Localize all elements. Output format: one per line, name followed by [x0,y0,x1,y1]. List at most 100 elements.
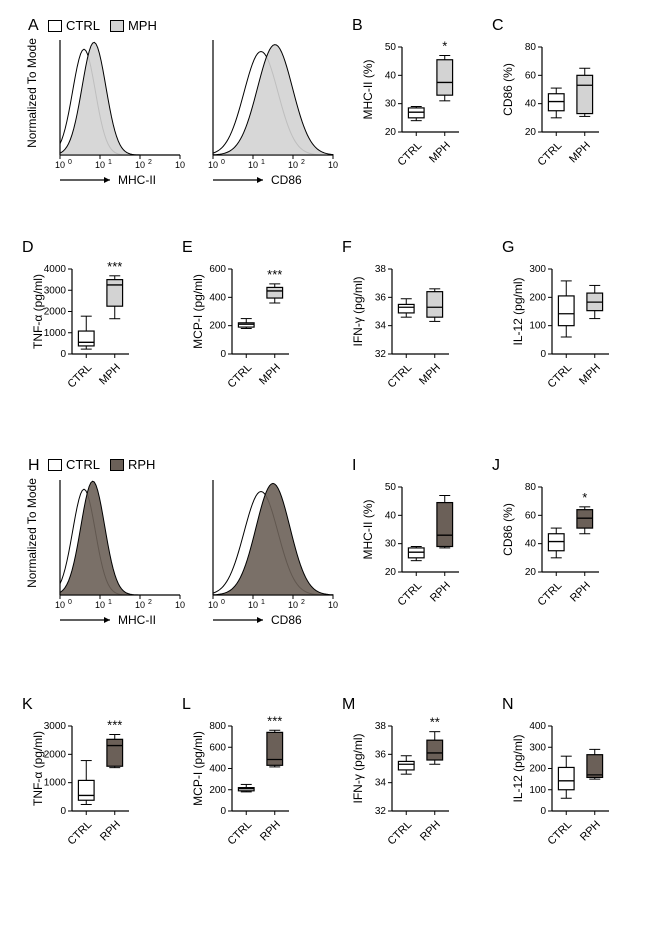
svg-text:1: 1 [108,599,112,606]
hist-ylabel: Normalized To Mode [25,33,39,153]
legend-item-rph: RPH [110,457,155,472]
boxplot-B: 20304050MHC-II (%)CTRLMPH* [360,33,465,168]
svg-text:400: 400 [209,292,226,303]
svg-text:300: 300 [529,264,546,275]
svg-text:MHC-II: MHC-II [118,613,156,625]
svg-text:10: 10 [208,600,218,610]
svg-text:**: ** [430,715,440,730]
svg-text:1000: 1000 [44,778,67,789]
boxplot-I: 20304050MHC-II (%)CTRLRPH [360,473,465,608]
svg-text:RPH: RPH [418,819,443,844]
svg-text:20: 20 [385,127,397,138]
legend-swatch [110,20,124,32]
svg-text:36: 36 [375,292,387,303]
svg-text:RPH: RPH [578,819,603,844]
svg-text:MCP-I (pg/ml): MCP-I (pg/ml) [191,274,205,349]
svg-text:MPH: MPH [577,362,603,388]
svg-text:300: 300 [529,742,546,753]
svg-text:0: 0 [220,806,226,817]
svg-text:30: 30 [385,99,397,110]
svg-text:3000: 3000 [44,285,67,296]
boxplot-D: 01000200030004000TNF-α (pg/ml)CTRLMPH*** [30,255,135,390]
svg-text:0: 0 [68,599,72,606]
svg-text:CTRL: CTRL [546,819,575,847]
legend-top: CTRL MPH [48,18,157,33]
boxplot-J: 20406080CD86 (%)CTRLRPH* [500,473,605,608]
boxplot-M: 32343638IFN-γ (pg/ml)CTRLRPH** [350,712,455,847]
svg-text:MHC-II (%): MHC-II (%) [361,500,375,560]
svg-text:600: 600 [209,264,226,275]
svg-text:40: 40 [525,539,537,550]
svg-text:2: 2 [301,599,305,606]
svg-text:80: 80 [525,482,537,493]
svg-text:RPH: RPH [568,580,593,605]
svg-text:2: 2 [148,159,152,166]
svg-text:0: 0 [540,349,546,360]
svg-text:***: *** [107,259,122,274]
boxplot-F: 32343638IFN-γ (pg/ml)CTRLMPH [350,255,455,390]
svg-text:200: 200 [529,292,546,303]
svg-text:60: 60 [525,510,537,521]
svg-text:200: 200 [209,785,226,796]
svg-text:MPH: MPH [417,362,443,388]
svg-text:TNF-α (pg/ml): TNF-α (pg/ml) [31,274,45,349]
svg-text:30: 30 [385,539,397,550]
svg-text:CTRL: CTRL [536,140,565,168]
legend-swatch [110,459,124,471]
svg-text:***: *** [267,713,282,728]
svg-text:38: 38 [375,721,387,732]
svg-text:***: *** [267,267,282,282]
svg-text:400: 400 [209,764,226,775]
svg-text:10: 10 [95,600,105,610]
svg-text:0: 0 [68,159,72,166]
svg-text:34: 34 [375,778,387,789]
svg-text:RPH: RPH [428,580,453,605]
svg-text:CTRL: CTRL [546,362,575,390]
histogram-mhc-ii: 100101102103MHC-II [40,475,185,625]
svg-text:36: 36 [375,749,387,760]
legend-label: MPH [128,18,157,33]
svg-text:10: 10 [55,600,65,610]
svg-text:0: 0 [60,806,66,817]
svg-text:10: 10 [248,600,258,610]
svg-text:3000: 3000 [44,721,67,732]
svg-text:800: 800 [209,721,226,732]
svg-text:CTRL: CTRL [536,580,565,608]
svg-text:10: 10 [248,160,258,170]
svg-text:40: 40 [525,99,537,110]
svg-text:100: 100 [529,321,546,332]
svg-text:1: 1 [108,159,112,166]
svg-text:0: 0 [540,806,546,817]
panel-label-I: I [352,457,356,475]
svg-text:10: 10 [328,160,338,170]
svg-text:80: 80 [525,42,537,53]
svg-text:MCP-I (pg/ml): MCP-I (pg/ml) [191,731,205,806]
svg-text:100: 100 [529,785,546,796]
svg-text:10: 10 [175,160,185,170]
svg-text:10: 10 [288,160,298,170]
svg-text:MPH: MPH [257,362,283,388]
boxplot-C: 20406080CD86 (%)CTRLMPH [500,33,605,168]
legend-bottom: CTRL RPH [48,457,155,472]
legend-item-ctrl: CTRL [48,18,100,33]
svg-text:RPH: RPH [98,819,123,844]
svg-text:CTRL: CTRL [66,819,95,847]
svg-text:20: 20 [525,127,537,138]
boxplot-N: 0100200300400IL-12 (pg/ml)CTRLRPH [510,712,615,847]
histogram-cd86: 100101102103CD86 [193,475,338,625]
svg-text:2000: 2000 [44,307,67,318]
boxplot-G: 0100200300IL-12 (pg/ml)CTRLMPH [510,255,615,390]
svg-text:0: 0 [221,159,225,166]
svg-text:*: * [582,490,587,505]
legend-swatch [48,20,62,32]
svg-text:0: 0 [60,349,66,360]
svg-text:32: 32 [375,349,387,360]
svg-text:32: 32 [375,806,387,817]
svg-text:40: 40 [385,510,397,521]
svg-text:20: 20 [525,567,537,578]
legend-label: CTRL [66,457,100,472]
svg-text:MPH: MPH [427,140,453,166]
boxplot-L: 0200400600800MCP-I (pg/ml)CTRLRPH*** [190,712,295,847]
legend-item-mph: MPH [110,18,157,33]
svg-text:CD86: CD86 [271,173,302,185]
